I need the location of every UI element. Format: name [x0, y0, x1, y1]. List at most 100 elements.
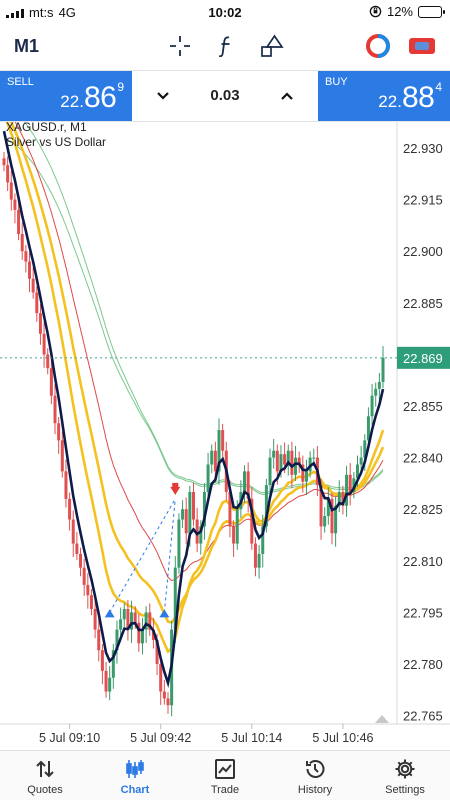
- chart-shift-icon: [375, 715, 389, 723]
- nav-history[interactable]: History: [270, 751, 360, 800]
- nav-quotes[interactable]: Quotes: [0, 751, 90, 800]
- candle-body: [319, 485, 323, 527]
- candle-body: [210, 450, 214, 465]
- price-chart[interactable]: 22.930 22.915 22.900 22.885 22.869 22.855 22.8…: [0, 122, 450, 752]
- sell-price: 22.869: [60, 80, 124, 114]
- candle-body: [151, 629, 155, 640]
- candle-body: [221, 430, 225, 451]
- candle-body: [130, 612, 134, 630]
- trade-line: [109, 498, 176, 613]
- buy-label: BUY: [325, 76, 348, 88]
- candle-body: [38, 313, 42, 334]
- candle-body: [264, 485, 268, 527]
- buy-arrow-icon: [104, 609, 115, 618]
- volume-increase-button[interactable]: [274, 83, 300, 109]
- buy-button[interactable]: BUY 22.884: [318, 71, 450, 121]
- trade-icon[interactable]: [408, 32, 436, 60]
- candle-body: [283, 454, 287, 465]
- candle-body: [100, 650, 104, 671]
- candle-body: [137, 622, 141, 644]
- candles: [2, 152, 385, 717]
- candle-body: [355, 464, 359, 479]
- candle-body: [49, 368, 53, 396]
- x-tick-label: 5 Jul 09:10: [39, 731, 100, 745]
- buy-price: 22.884: [378, 80, 442, 114]
- sell-arrow-stem: [172, 482, 179, 488]
- candle-body: [159, 664, 163, 692]
- candle-body: [377, 381, 381, 389]
- y-tick-label: 22.855: [403, 399, 443, 414]
- battery-percent: 12%: [386, 4, 413, 19]
- candle-body: [366, 416, 370, 441]
- y-tick-label: 22.885: [403, 296, 443, 311]
- battery-icon: [418, 5, 445, 18]
- nav-trade[interactable]: Trade: [180, 751, 270, 800]
- trade-chart-icon: [213, 757, 237, 781]
- candle-body: [359, 457, 363, 465]
- nav-settings[interactable]: Settings: [360, 751, 450, 800]
- candle-body: [381, 357, 385, 382]
- candle-body: [104, 670, 108, 692]
- candle-body: [31, 278, 35, 293]
- candle-body: [111, 650, 115, 678]
- candle-body: [13, 199, 17, 210]
- network-type: 4G: [58, 5, 76, 20]
- candle-body: [279, 454, 283, 472]
- candle-body: [323, 516, 327, 527]
- history-icon: [303, 757, 327, 781]
- chart-canvas[interactable]: 22.930 22.915 22.900 22.885 22.869 22.855 22.8…: [0, 122, 450, 752]
- candle-body: [181, 509, 185, 520]
- objects-icon[interactable]: [258, 32, 286, 60]
- trade-line: [163, 498, 176, 613]
- candle-body: [192, 492, 195, 520]
- candle-body: [253, 543, 257, 568]
- candle-body: [199, 526, 203, 544]
- crosshair-icon[interactable]: [166, 32, 194, 60]
- volume-decrease-button[interactable]: [150, 83, 176, 109]
- status-bar: mt:s 4G 10:02 12%: [0, 0, 450, 24]
- candle-body: [68, 498, 72, 520]
- timeframe-selector[interactable]: M1: [14, 36, 40, 56]
- x-tick-label: 5 Jul 10:14: [221, 731, 282, 745]
- orientation-lock-icon: [369, 5, 382, 18]
- candle-body: [79, 553, 83, 568]
- account-icon[interactable]: [364, 32, 392, 60]
- ma-green-line-slow: [23, 122, 384, 494]
- volume-input[interactable]: 0.03: [210, 87, 240, 104]
- candle-body: [64, 471, 68, 499]
- candle-body: [294, 457, 298, 475]
- candle-body: [206, 464, 210, 492]
- candle-body: [286, 450, 290, 465]
- candle-body: [272, 450, 276, 458]
- status-time: 10:02: [208, 5, 242, 20]
- candle-body: [195, 519, 199, 544]
- candle-body: [9, 182, 13, 200]
- candle-body: [326, 498, 330, 517]
- candle-body: [24, 251, 28, 262]
- nav-chart[interactable]: Chart: [90, 751, 180, 800]
- candle-body: [188, 492, 192, 534]
- bottom-navigation: Quotes Chart Trade History Settings: [0, 750, 450, 800]
- candle-body: [2, 158, 6, 166]
- function-icon[interactable]: [212, 32, 240, 60]
- candle-body: [334, 505, 338, 534]
- candle-body: [126, 608, 130, 630]
- y-tick-label: 22.765: [403, 709, 443, 724]
- ma-yellow-line-fast: [5, 122, 385, 654]
- candle-body: [217, 430, 221, 472]
- candle-body: [257, 553, 261, 568]
- candle-body: [341, 492, 345, 506]
- candle-body: [133, 612, 137, 623]
- x-tick-label: 5 Jul 09:42: [130, 731, 191, 745]
- candle-body: [275, 450, 279, 472]
- candle-body: [352, 478, 356, 492]
- candle-body: [20, 234, 24, 252]
- sell-arrow-icon: [170, 486, 181, 495]
- candle-body: [301, 464, 305, 482]
- candle-body: [374, 388, 378, 396]
- current-price-label: 22.869: [403, 351, 443, 366]
- candle-body: [243, 471, 247, 492]
- sell-button[interactable]: SELL 22.869: [0, 71, 132, 121]
- candle-body: [108, 677, 112, 692]
- sell-label: SELL: [7, 76, 34, 88]
